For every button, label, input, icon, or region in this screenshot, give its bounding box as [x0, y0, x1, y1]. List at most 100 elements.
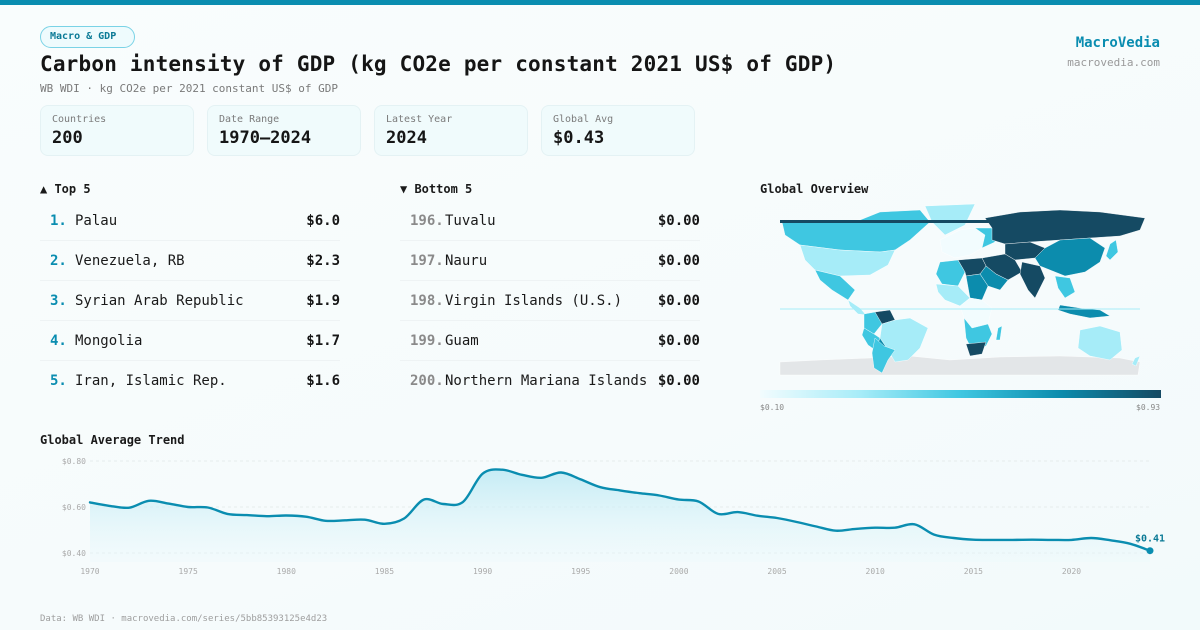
country-value: $0.00 [657, 213, 700, 229]
region-colombia[interactable] [863, 311, 883, 335]
stat-card-date-range: Date Range 1970–2024 [207, 105, 361, 156]
x-tick-label: 1975 [179, 567, 198, 576]
stat-value: 200 [52, 128, 83, 148]
y-tick-label: $0.40 [62, 549, 86, 558]
rank-number: 199. [410, 333, 444, 349]
country-value: $6.0 [306, 213, 340, 229]
page-subtitle: WB WDI · kg CO2e per 2021 constant US$ o… [40, 82, 339, 95]
country-name: Guam [445, 333, 479, 349]
stat-value: 2024 [386, 128, 427, 148]
rank-number: 1. [50, 213, 67, 229]
stat-card-latest-year: Latest Year 2024 [374, 105, 528, 156]
region-australia[interactable] [1077, 325, 1123, 361]
top5-list: 1. Palau $6.0 2. Venezuela, RB $2.3 3. S… [40, 201, 340, 401]
trend-chart: $0.40 $0.60 $0.80 1970 1975 1980 1985 1990 1995… [62, 457, 1165, 576]
stat-label: Date Range [219, 114, 280, 125]
country-name: Palau [75, 213, 118, 229]
country-value: $1.6 [306, 373, 340, 389]
list-item[interactable]: 196. Tuvalu $0.00 [400, 201, 700, 241]
country-value: $0.00 [657, 293, 700, 309]
brand-logo[interactable]: MacroVedia [1075, 35, 1160, 51]
country-value: $2.3 [306, 253, 340, 269]
list-item[interactable]: 5. Iran, Islamic Rep. $1.6 [40, 361, 340, 401]
stat-card-global-avg: Global Avg $0.43 [541, 105, 695, 156]
trend-end-label: $0.41 [1135, 534, 1165, 545]
x-tick-label: 2020 [1062, 567, 1081, 576]
region-eastern-europe[interactable] [974, 227, 996, 249]
region-japan[interactable] [1105, 239, 1119, 261]
x-tick-label: 2000 [669, 567, 688, 576]
list-item[interactable]: 197. Nauru $0.00 [400, 241, 700, 281]
region-usa[interactable] [799, 244, 896, 277]
y-tick-label: $0.60 [62, 503, 86, 512]
rank-number: 197. [410, 253, 444, 269]
region-india[interactable] [1019, 261, 1046, 299]
country-value: $1.9 [306, 293, 340, 309]
list-item[interactable]: 4. Mongolia $1.7 [40, 321, 340, 361]
x-tick-label: 2010 [866, 567, 885, 576]
map-color-scale [760, 390, 1161, 398]
stat-value: $0.43 [553, 128, 605, 148]
brand-url[interactable]: macrovedia.com [1067, 56, 1160, 69]
region-greenland[interactable] [924, 203, 976, 236]
list-item[interactable]: 1. Palau $6.0 [40, 201, 340, 241]
trend-heading: Global Average Trend [40, 433, 185, 447]
list-item[interactable]: 200. Northern Mariana Islands $0.00 [400, 361, 700, 401]
region-argentina[interactable] [871, 337, 896, 374]
x-tick-label: 1980 [277, 567, 296, 576]
region-china[interactable] [1034, 237, 1106, 277]
category-badge[interactable]: Macro & GDP [40, 26, 136, 48]
x-tick-label: 2015 [964, 567, 983, 576]
country-name: Mongolia [75, 333, 143, 349]
y-tick-label: $0.80 [62, 457, 86, 466]
page-title: Carbon intensity of GDP (kg CO2e per con… [40, 52, 837, 76]
map-top-band [780, 220, 1140, 223]
region-indonesia[interactable] [1057, 304, 1111, 319]
x-tick-label: 1985 [375, 567, 394, 576]
region-new-zealand[interactable] [1131, 355, 1141, 367]
country-value: $0.00 [657, 253, 700, 269]
country-value: $1.7 [306, 333, 340, 349]
trend-line [88, 468, 1152, 552]
country-name: Virgin Islands (U.S.) [445, 293, 623, 309]
x-tick-label: 1970 [80, 567, 99, 576]
country-value: $0.00 [657, 333, 700, 349]
x-tick-label: 1995 [571, 567, 590, 576]
bottom5-heading: ▼ Bottom 5 [400, 182, 473, 196]
region-egypt-sudan[interactable] [965, 273, 989, 301]
stat-label: Global Avg [553, 114, 614, 125]
country-value: $0.00 [657, 373, 700, 389]
rank-number: 200. [410, 373, 444, 389]
region-russia[interactable] [984, 209, 1146, 245]
rank-number: 198. [410, 293, 444, 309]
rank-number: 196. [410, 213, 444, 229]
x-tick-label: 1990 [473, 567, 492, 576]
list-item[interactable]: 199. Guam $0.00 [400, 321, 700, 361]
region-madagascar[interactable] [995, 325, 1003, 341]
color-scale-max-label: $0.93 [1136, 403, 1161, 412]
world-choropleth-map[interactable] [760, 200, 1160, 385]
trend-end-point[interactable] [1146, 547, 1154, 555]
stat-label: Countries [52, 114, 107, 125]
country-name: Syrian Arab Republic [75, 293, 244, 309]
region-antarctica[interactable] [779, 355, 1141, 376]
list-item[interactable]: 198. Virgin Islands (U.S.) $0.00 [400, 281, 700, 321]
rank-number: 5. [50, 373, 67, 389]
top-accent-bar [0, 0, 1200, 5]
trend-area [90, 469, 1150, 562]
region-south-africa[interactable] [965, 341, 987, 357]
list-item[interactable]: 2. Venezuela, RB $2.3 [40, 241, 340, 281]
bottom5-list: 196. Tuvalu $0.00 197. Nauru $0.00 198. … [400, 201, 700, 401]
rank-number: 4. [50, 333, 67, 349]
rank-number: 2. [50, 253, 67, 269]
country-name: Northern Mariana Islands [445, 373, 648, 389]
region-se-asia[interactable] [1054, 275, 1076, 299]
top5-heading: ▲ Top 5 [40, 182, 91, 196]
country-name: Iran, Islamic Rep. [75, 373, 227, 389]
region-central-america[interactable] [847, 299, 867, 316]
list-item[interactable]: 3. Syrian Arab Republic $1.9 [40, 281, 340, 321]
country-name: Nauru [445, 253, 488, 269]
stat-label: Latest Year [386, 114, 453, 125]
x-tick-label: 2005 [767, 567, 786, 576]
country-name: Tuvalu [445, 213, 496, 229]
